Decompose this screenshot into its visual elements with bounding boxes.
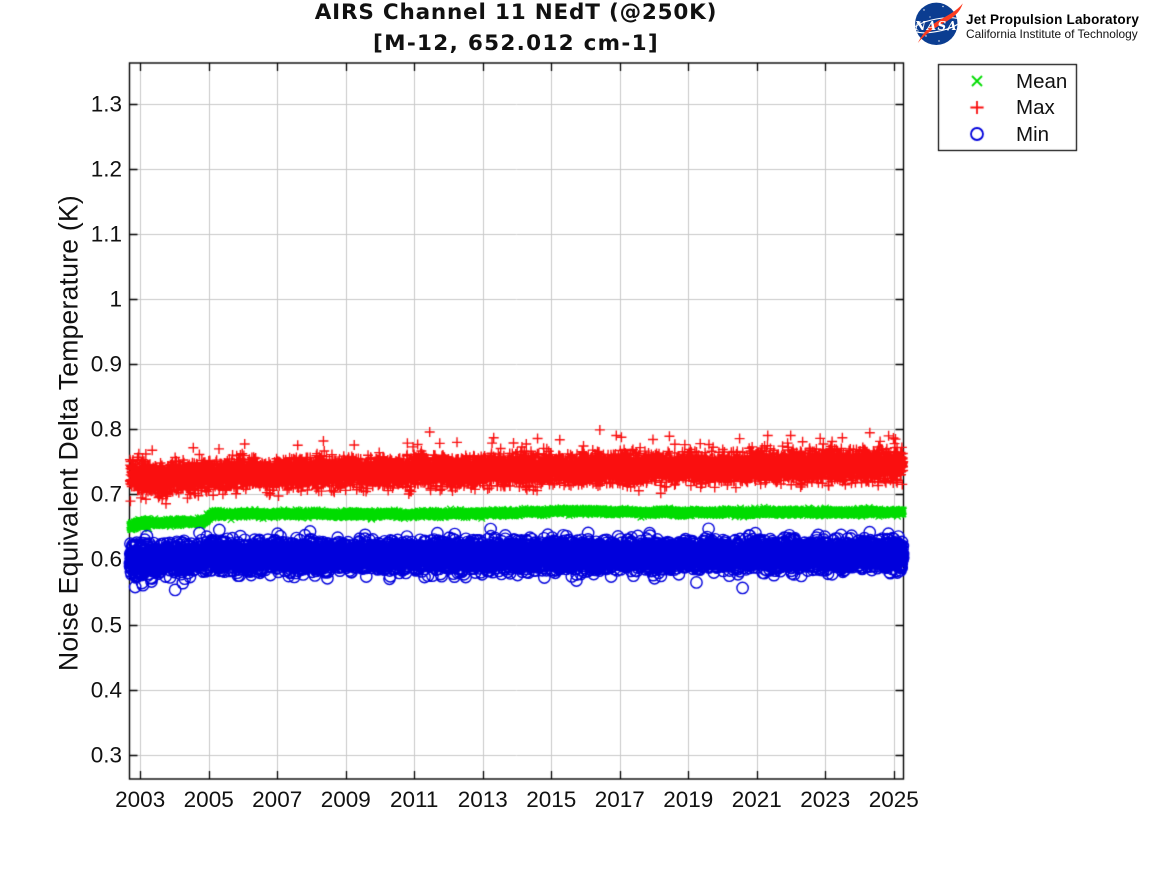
y-axis-label: Noise Equivalent Delta Temperature (K) [53,195,84,671]
legend-label-min: Min [1016,122,1050,146]
chart-title-line2: [M-12, 652.012 cm-1] [373,31,659,56]
x-tick-label: 2013 [457,787,508,812]
x-tick-label: 2005 [183,787,234,812]
y-tick-label: 1.2 [90,156,122,182]
x-tick-label: 2025 [868,787,919,812]
x-tick-label: 2003 [115,787,166,812]
y-tick-label: 0.3 [90,742,122,768]
y-tick-label: 1.1 [90,221,122,247]
chart-title: AIRS Channel 11 NEdT (@250K) [M-12, 652.… [315,0,718,59]
y-tick-label: 0.6 [90,546,122,572]
y-tick-label: 1 [109,286,122,312]
jpl-org-name: Jet Propulsion Laboratory [966,12,1140,27]
nasa-logo-wordmark: NASA [914,19,958,33]
x-tick-label: 2011 [390,787,439,812]
chart-title-line1: AIRS Channel 11 NEdT (@250K) [314,0,718,25]
y-tick-label: 0.8 [90,416,122,442]
nasa-logo-swoosh [917,3,963,43]
legend-label-max: Max [1016,96,1055,119]
x-tick-label: 2015 [526,787,577,812]
x-tick-label: 2019 [663,787,714,812]
jpl-org-caltech: California Institute of Technology [966,26,1138,41]
y-tick-label: 0.9 [90,351,122,377]
y-tick-label: 1.3 [90,91,122,117]
y-tick-label: 0.4 [90,677,122,703]
x-tick-label: 2007 [252,787,303,812]
x-tick-label: 2023 [800,787,851,812]
y-tick-label: 0.5 [90,612,122,638]
nasa-logo: NASA [914,2,963,45]
x-tick-label: 2021 [731,787,782,812]
x-tick-label: 2009 [320,787,371,812]
x-tick-label: 2017 [594,787,645,812]
legend-label-mean: Mean [1016,69,1068,93]
nasa-logo-orbit [915,17,958,34]
y-tick-label: 0.7 [90,481,122,507]
